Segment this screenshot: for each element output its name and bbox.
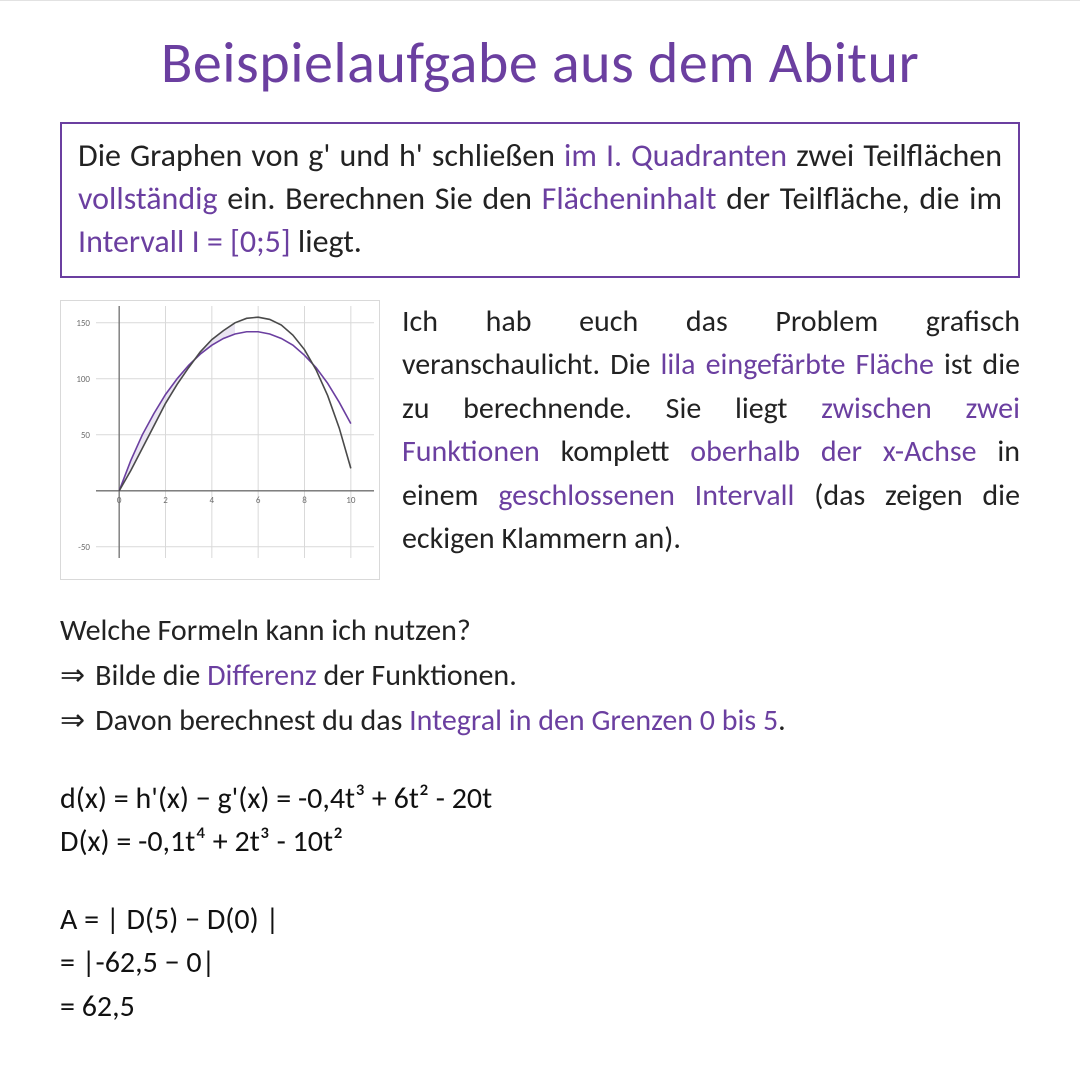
svg-text:4: 4 (210, 494, 215, 505)
svg-text:2: 2 (163, 494, 168, 505)
math-A1: A = | D(5) − D(0) | (60, 898, 1020, 942)
svg-text:10: 10 (346, 494, 356, 505)
formeln-accent-differenz: Differenz (207, 657, 317, 694)
problem-box: Die Graphen von g' und h' schließen im I… (60, 122, 1020, 278)
problem-accent-vollstaendig: vollständig (78, 179, 218, 218)
math-D: D(x) = -0,1t⁴ + 2t³ - 10t² (60, 820, 1020, 864)
math-A3: = 62,5 (60, 985, 1020, 1029)
formeln-question: Welche Formeln kann ich nutzen? (60, 608, 1020, 653)
math-d: d(x) = h'(x) − g'(x) = -0,4t³ + 6t² - 20… (60, 777, 1020, 821)
explain-accent-lila: lila eingefärbte Fläche (661, 346, 934, 383)
problem-text: ein. Berechnen Sie den (218, 179, 542, 218)
svg-text:8: 8 (302, 494, 307, 505)
formeln-accent-integral: Integral in den Grenzen 0 bis 5 (409, 702, 778, 739)
formeln-line-2: ⇒ Davon berechnest du das Integral in de… (60, 698, 1020, 743)
problem-text: zwei Teilflächen (787, 136, 1002, 175)
explanation-text: Ich hab euch das Problem grafisch verans… (402, 300, 1020, 561)
arrow-icon: ⇒ (60, 698, 85, 743)
formeln-line-1: ⇒ Bilde die Differenz der Funktionen. (60, 653, 1020, 698)
math-block-1: d(x) = h'(x) − g'(x) = -0,4t³ + 6t² - 20… (60, 777, 1020, 864)
formeln-text: Bilde die (95, 657, 207, 694)
graphic-row: 0 2 4 6 8 10 -50 50 100 150 Ich hab euch das Prob… (60, 300, 1020, 580)
explain-text: komplett (540, 433, 690, 470)
problem-text: der Teilfläche, die im (726, 179, 1002, 218)
problem-accent-flaecheninhalt: Flächeninhalt (542, 179, 727, 218)
svg-text:100: 100 (76, 373, 90, 384)
svg-text:50: 50 (81, 429, 91, 440)
page: Beispielaufgabe aus dem Abitur Die Graph… (0, 0, 1080, 1080)
math-A2: = |-62,5 − 0| (60, 941, 1020, 985)
explain-accent-oberhalb: oberhalb der x-Achse (690, 433, 976, 470)
page-title: Beispielaufgabe aus dem Abitur (60, 27, 1020, 98)
svg-text:6: 6 (256, 494, 261, 505)
formeln-section: Welche Formeln kann ich nutzen? ⇒ Bilde … (60, 608, 1020, 743)
chart-container: 0 2 4 6 8 10 -50 50 100 150 (60, 300, 380, 580)
svg-text:0: 0 (117, 494, 122, 505)
svg-text:-50: -50 (78, 541, 90, 552)
problem-accent-intervall: Intervall I = [0;5] (78, 222, 291, 261)
problem-accent-quadrant: im I. Quadranten (564, 136, 787, 175)
formeln-text: Davon berechnest du das (95, 702, 409, 739)
function-chart: 0 2 4 6 8 10 -50 50 100 150 (60, 300, 380, 580)
problem-text: Die Graphen von g' und h' schließen (78, 136, 564, 175)
arrow-icon: ⇒ (60, 653, 85, 698)
math-block-2: A = | D(5) − D(0) | = |-62,5 − 0| = 62,5 (60, 898, 1020, 1029)
formeln-text: . (778, 702, 786, 739)
svg-text:150: 150 (76, 317, 90, 328)
explain-accent-geschlossen: geschlossenen Intervall (498, 477, 794, 514)
formeln-text: der Funktionen. (317, 657, 517, 694)
problem-text: liegt. (291, 222, 362, 261)
